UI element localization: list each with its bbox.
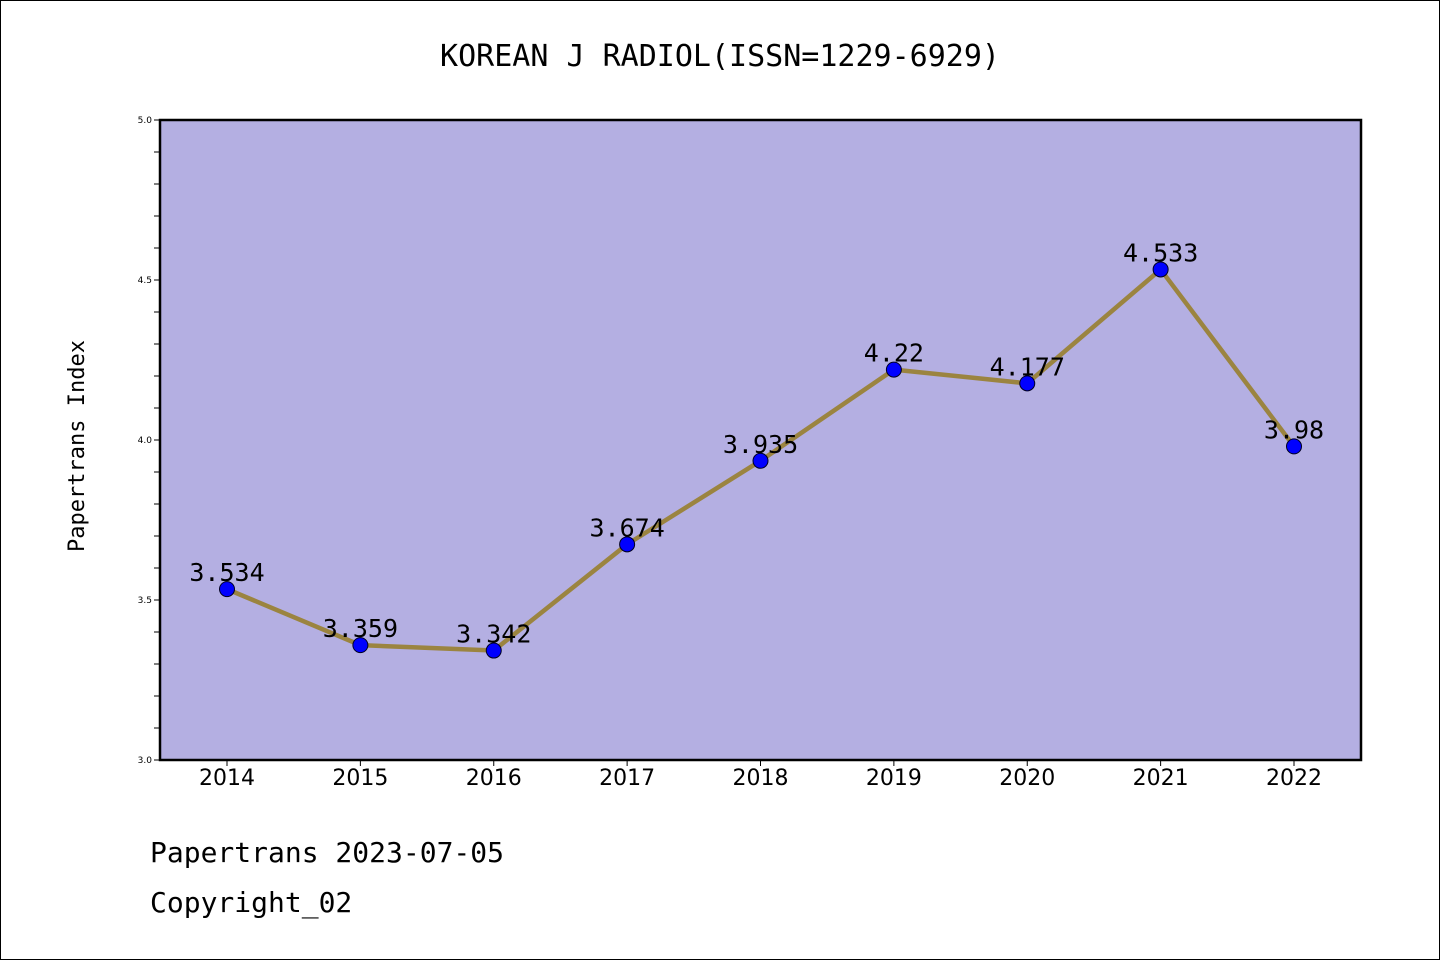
footer-copyright: Copyright_02 [150, 886, 353, 919]
data-label-2022: 3.98 [1264, 415, 1324, 444]
x-tick-label: 2020 [999, 766, 1055, 791]
data-point-2020 [1019, 375, 1036, 392]
plot-border [158, 118, 1363, 762]
plot-area [160, 120, 1361, 760]
y-tick-label: 3.0 [138, 756, 153, 766]
data-label-2020: 4.177 [990, 352, 1065, 381]
data-label-2015: 3.359 [323, 614, 398, 643]
x-tick-label: 2015 [332, 766, 388, 791]
data-labels: 3.534 3.359 3.342 3.674 3.935 4.22 4.177 4.533 3… [189, 238, 1324, 648]
x-tick-label: 2021 [1133, 766, 1189, 791]
footer-date: Papertrans 2023-07-05 [150, 836, 505, 869]
x-tick-label: 2016 [466, 766, 522, 791]
x-tick-label: 2014 [199, 766, 255, 791]
y-axis: 3.0 3.5 4.0 4.5 5.0 [138, 116, 160, 766]
x-axis: 2014 2015 2016 2017 2018 2019 2020 2021 2022 [199, 760, 1322, 791]
y-tick-label: 5.0 [138, 116, 153, 126]
chart-title: KOREAN J RADIOL(ISSN=1229-6929) [440, 39, 1000, 74]
data-point-2021 [1152, 261, 1169, 278]
data-point-2022 [1286, 438, 1302, 455]
data-label-2019: 4.22 [864, 339, 924, 368]
y-tick-label: 4.5 [138, 276, 152, 286]
x-tick-label: 2019 [866, 766, 922, 791]
y-tick-label: 3.5 [138, 596, 152, 606]
data-label-2021: 4.533 [1123, 238, 1198, 267]
data-point-2015 [352, 637, 369, 654]
x-tick-label: 2022 [1266, 766, 1322, 791]
data-label-2016: 3.342 [456, 620, 531, 649]
data-point-2019 [885, 361, 902, 378]
series-markers [219, 261, 1302, 659]
data-label-2014: 3.534 [189, 558, 264, 587]
x-tick-label: 2017 [599, 766, 655, 791]
data-point-2018 [752, 452, 769, 469]
data-label-2017: 3.674 [589, 513, 664, 542]
data-point-2014 [219, 581, 235, 598]
data-point-2017 [619, 536, 636, 553]
data-label-2018: 3.935 [723, 430, 798, 459]
data-point-2016 [485, 642, 502, 659]
x-tick-label: 2018 [733, 766, 789, 791]
y-axis-label: Papertrans Index [65, 340, 90, 552]
y-tick-label: 4.0 [138, 436, 153, 446]
